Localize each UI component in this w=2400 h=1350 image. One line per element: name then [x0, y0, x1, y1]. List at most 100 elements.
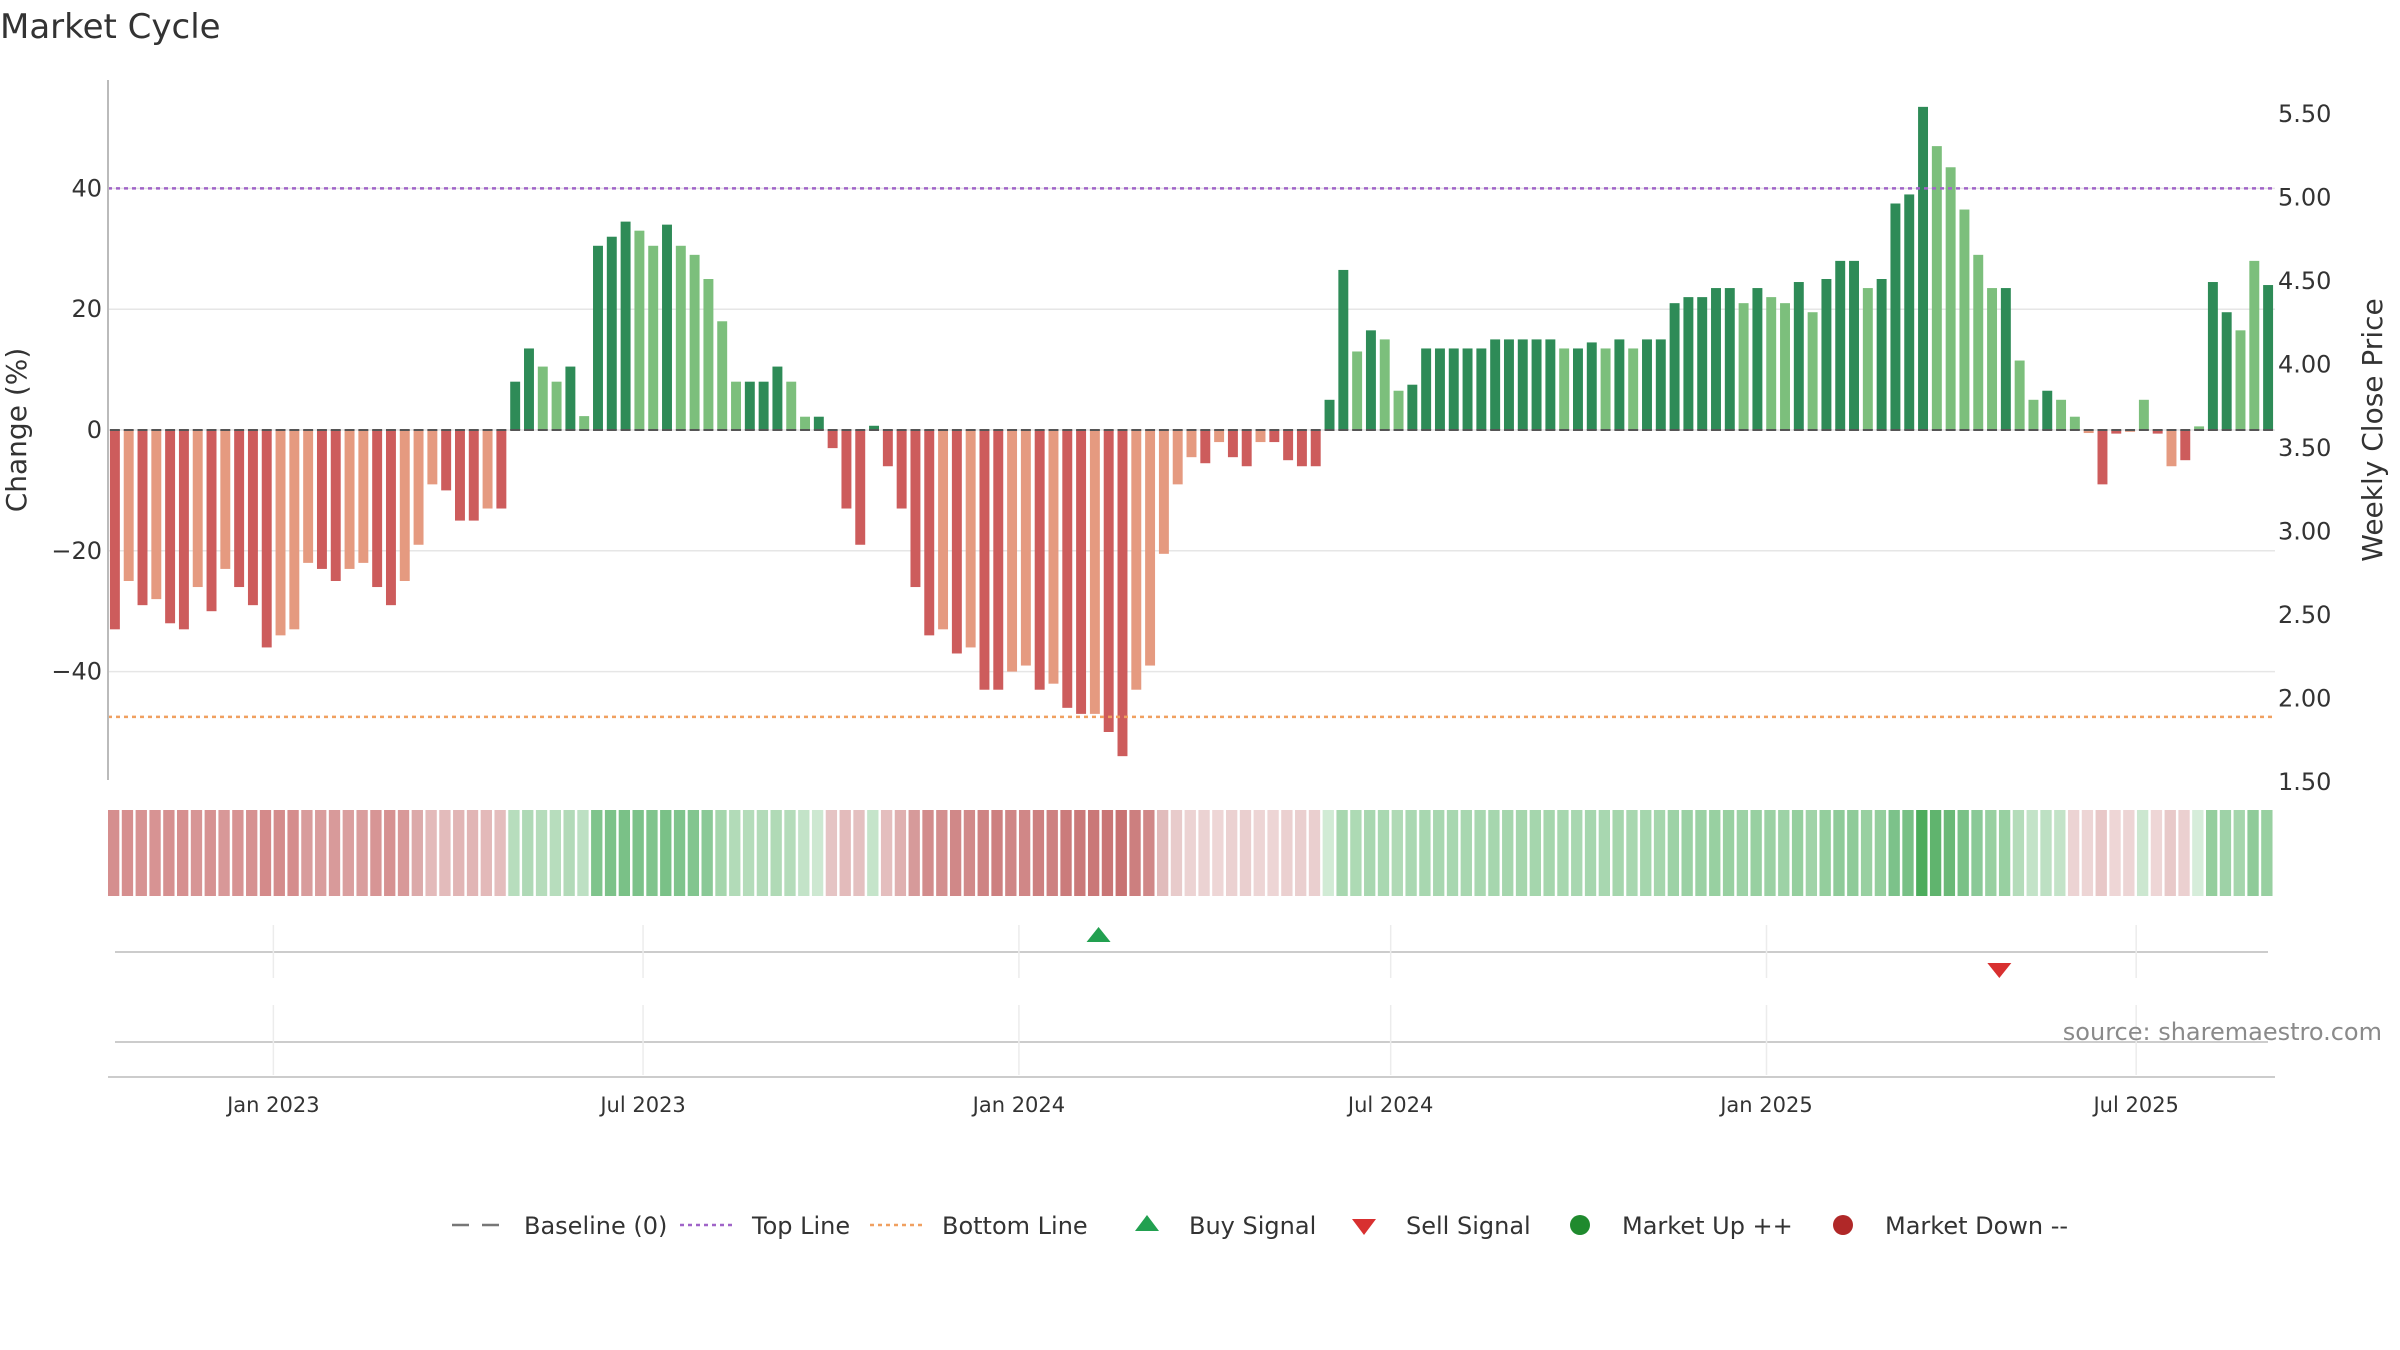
- band-cell: [880, 810, 893, 896]
- band-cell: [1612, 810, 1624, 896]
- bar: [620, 221, 631, 430]
- baseline-segment: [1931, 429, 1942, 431]
- bar: [2152, 430, 2163, 434]
- band-cell: [1791, 810, 1804, 896]
- y2-tick-label: 1.50: [2278, 768, 2331, 796]
- bar: [938, 430, 949, 630]
- band-cell: [1391, 810, 1403, 896]
- legend-label: Bottom Line: [942, 1212, 1088, 1240]
- bar: [606, 236, 617, 430]
- bar: [1448, 348, 1459, 430]
- baseline-segment: [2263, 429, 2274, 431]
- baseline-segment: [2138, 429, 2149, 431]
- baseline-segment: [2180, 429, 2191, 431]
- baseline-segment: [2166, 429, 2177, 431]
- y-axis-title: Change (%): [0, 348, 33, 513]
- baseline-segment: [579, 429, 590, 431]
- baseline-segment: [165, 429, 176, 431]
- baseline-segment: [1849, 429, 1859, 431]
- cycle-band: [108, 810, 2273, 896]
- bar: [482, 430, 493, 509]
- bar: [951, 430, 962, 654]
- band-cell: [2067, 810, 2080, 896]
- band-cell: [1805, 810, 1818, 896]
- baseline-segment: [731, 429, 741, 431]
- baseline-segment: [468, 429, 479, 431]
- band-cell: [259, 810, 272, 896]
- baseline-segment: [703, 429, 714, 431]
- baseline-segment: [1945, 429, 1956, 431]
- baseline-segment: [1669, 429, 1680, 431]
- baseline-segment: [1269, 429, 1280, 431]
- bar: [1586, 342, 1597, 430]
- baseline-segment: [330, 429, 341, 431]
- band-cell: [356, 810, 368, 896]
- band-cell: [770, 810, 782, 896]
- baseline-segment: [1559, 429, 1570, 431]
- band-cell: [549, 810, 561, 896]
- bar: [496, 430, 507, 509]
- bar: [1945, 167, 1956, 430]
- bar: [2207, 282, 2218, 430]
- y-tick-label: −20: [51, 537, 102, 565]
- band-cell: [342, 810, 354, 896]
- band-cell: [1709, 810, 1721, 896]
- bar: [786, 381, 797, 430]
- baseline-segment: [372, 429, 383, 431]
- baseline-segment: [524, 429, 534, 431]
- band-cell: [204, 810, 216, 896]
- band-cell: [1460, 810, 1472, 896]
- bar: [1724, 288, 1735, 430]
- band-cell: [1681, 810, 1693, 896]
- baseline-segment: [758, 429, 769, 431]
- baseline-segment: [1131, 429, 1142, 431]
- bar: [1973, 254, 1984, 430]
- bar: [1227, 430, 1238, 458]
- bar: [1241, 430, 1252, 467]
- bar: [634, 230, 645, 430]
- band-cell: [1239, 810, 1252, 896]
- band-cell: [2081, 810, 2094, 896]
- bar: [1393, 390, 1404, 430]
- band-cell: [687, 810, 700, 896]
- bar: [1062, 430, 1073, 708]
- x-tick-label: Jul 2025: [2091, 1093, 2178, 1117]
- x-tick-label: Jul 2023: [598, 1093, 685, 1117]
- baseline-segment: [1573, 429, 1583, 431]
- band-cell: [2123, 810, 2135, 896]
- band-cell: [1736, 810, 1749, 896]
- y2-tick-label: 2.00: [2278, 685, 2331, 713]
- band-cell: [315, 810, 327, 896]
- baseline-segment: [1365, 429, 1376, 431]
- baseline-segment: [1062, 429, 1073, 431]
- bar: [731, 381, 741, 430]
- baseline-segment: [192, 429, 203, 431]
- band-cell: [1226, 810, 1238, 896]
- y-tick-label: 40: [71, 174, 102, 202]
- band-cell: [577, 810, 589, 896]
- band-cell: [949, 810, 962, 896]
- baseline-segment: [2235, 429, 2246, 431]
- baseline-segment: [1214, 429, 1225, 431]
- bar: [2249, 260, 2260, 430]
- band-cell: [1087, 810, 1100, 896]
- baseline-segment: [316, 429, 327, 431]
- band-cell: [108, 810, 120, 896]
- band-cell: [742, 810, 755, 896]
- bar: [109, 430, 120, 630]
- bar: [2194, 426, 2205, 430]
- bar: [1531, 339, 1542, 430]
- baseline-segment: [220, 429, 231, 431]
- baseline-segment: [1862, 429, 1873, 431]
- baseline-segment: [2028, 429, 2039, 431]
- band-cell: [2192, 810, 2204, 896]
- bars: [109, 106, 2274, 757]
- band-cell: [963, 810, 976, 896]
- band-cell: [715, 810, 727, 896]
- band-cell: [2178, 810, 2190, 896]
- baseline-segment: [178, 429, 189, 431]
- bar: [2097, 430, 2108, 485]
- bar: [1517, 339, 1528, 430]
- bar: [2235, 330, 2246, 430]
- y2-axis-title: Weekly Close Price: [2356, 298, 2389, 561]
